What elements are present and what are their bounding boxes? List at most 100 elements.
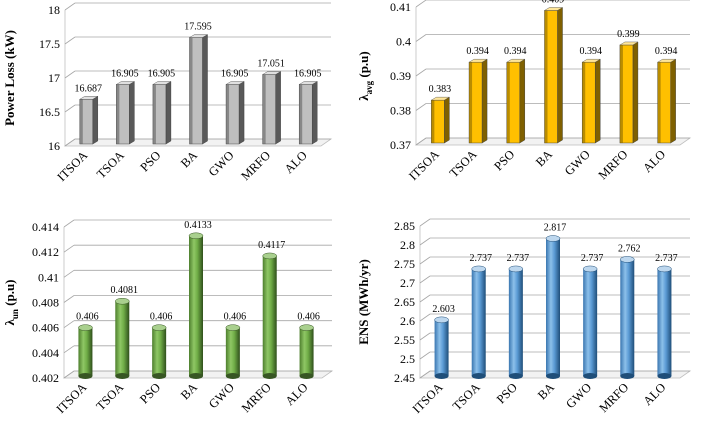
- y-axis-label-main: Power Loss (kW): [2, 30, 17, 126]
- bar: [583, 268, 598, 376]
- gridline-depth: [419, 332, 431, 341]
- bar-edge: [262, 74, 266, 144]
- bar-side: [519, 58, 525, 144]
- x-tick-label: PSO: [137, 380, 163, 406]
- x-tick-label: GWO: [562, 147, 593, 178]
- x-tick-label: BA: [178, 148, 200, 170]
- x-tick-label: MRFO: [596, 380, 631, 415]
- gridline-depth: [64, 36, 76, 45]
- y-tick-label: 2.85: [394, 219, 415, 233]
- bar-side: [595, 58, 601, 144]
- bar-top: [543, 7, 564, 11]
- y-tick-label: 16.5: [39, 105, 60, 119]
- gridline-depth: [419, 351, 431, 360]
- x-tick-label: BA: [533, 147, 555, 169]
- data-label: 0.406: [150, 312, 173, 323]
- bar-top: [545, 235, 561, 242]
- x-tick-label: PSO: [491, 147, 517, 173]
- bar-top: [225, 81, 245, 85]
- y-tick-label: 17.5: [39, 37, 60, 51]
- y-tick-label: 0.38: [390, 104, 411, 118]
- data-label: 2.817: [544, 223, 567, 234]
- y-tick-label: 2.7: [400, 276, 415, 290]
- bar-side: [444, 96, 450, 144]
- data-label: 16.905: [221, 68, 249, 79]
- gridline-depth: [419, 370, 431, 379]
- bar-edge: [544, 10, 548, 144]
- bar-top: [298, 81, 318, 85]
- gridline-depth: [64, 2, 76, 11]
- y-tick-label: 2.65: [394, 295, 415, 309]
- bar-top: [657, 265, 672, 273]
- bar: [546, 238, 560, 376]
- bar-edge: [506, 62, 510, 144]
- data-label: 0.394: [466, 46, 489, 57]
- bar-top: [434, 316, 449, 324]
- bar: [434, 319, 449, 376]
- y-tick-label: 0.4: [396, 35, 411, 49]
- data-label: 2.762: [618, 243, 641, 254]
- bar-base: [78, 373, 93, 379]
- bar-top: [188, 34, 209, 38]
- bar-base: [546, 373, 560, 379]
- y-tick-label: 0.414: [32, 220, 59, 234]
- bar-base: [262, 373, 277, 379]
- y-tick-label: 0.408: [32, 296, 59, 310]
- bar-side: [481, 58, 488, 144]
- bar-top: [430, 96, 451, 101]
- bar-edge: [79, 99, 83, 144]
- gridline-depth: [63, 370, 75, 379]
- data-label: 0.394: [579, 46, 602, 57]
- bar-top: [620, 256, 635, 263]
- bar-side: [632, 41, 639, 144]
- bar-base: [583, 373, 598, 379]
- bar-edge: [582, 62, 586, 144]
- bar: [189, 235, 203, 376]
- y-tick-label: 0.402: [32, 371, 59, 385]
- gridline-depth: [419, 294, 431, 303]
- bar-top: [582, 265, 598, 273]
- x-tick-label: TSOA: [94, 148, 127, 181]
- gridline-depth: [415, 0, 427, 8]
- bar-top: [151, 324, 167, 331]
- x-tick-label: TSOA: [447, 147, 480, 180]
- bar: [657, 268, 672, 376]
- gridline-depth: [415, 34, 427, 42]
- x-tick-label: GWO: [563, 380, 594, 411]
- x-tick-label: ALO: [282, 148, 310, 176]
- y-tick-label: 0.406: [32, 321, 59, 335]
- bar-base: [115, 373, 130, 379]
- gridline-depth: [419, 313, 431, 322]
- bar-top: [468, 59, 488, 63]
- data-label: 2.603: [432, 304, 455, 315]
- y-tick-label: 0.41: [38, 270, 59, 284]
- y-tick-label: 0.404: [32, 346, 59, 360]
- bar-edge: [152, 84, 156, 144]
- y-tick-label: 2.45: [394, 371, 415, 385]
- gridline-depth: [419, 256, 431, 265]
- bar: [471, 268, 486, 376]
- data-label: 17.595: [184, 22, 212, 33]
- bar: [508, 268, 523, 376]
- y-axis-label: ENS (MWh/yr): [356, 259, 371, 345]
- y-tick-label: 0.412: [32, 245, 59, 259]
- data-label: 0.399: [617, 29, 640, 40]
- bar: [620, 259, 635, 376]
- data-label: 2.737: [507, 253, 530, 264]
- x-tick-label: MRFO: [238, 148, 273, 183]
- data-label: 17.051: [257, 59, 285, 70]
- bar-edge: [657, 62, 661, 144]
- data-label: 0.406: [76, 312, 99, 323]
- bar-base: [508, 373, 523, 379]
- y-tick-label: 0.39: [390, 69, 411, 83]
- gridline-depth: [419, 218, 431, 227]
- bar-side: [92, 95, 98, 145]
- bar-edge: [116, 84, 120, 144]
- data-label: 2.737: [581, 253, 604, 264]
- gridline-depth: [64, 70, 76, 79]
- gridline-depth: [419, 237, 431, 246]
- data-label: 0.409: [542, 0, 565, 5]
- bar-base: [657, 373, 672, 379]
- bar-top: [115, 81, 136, 85]
